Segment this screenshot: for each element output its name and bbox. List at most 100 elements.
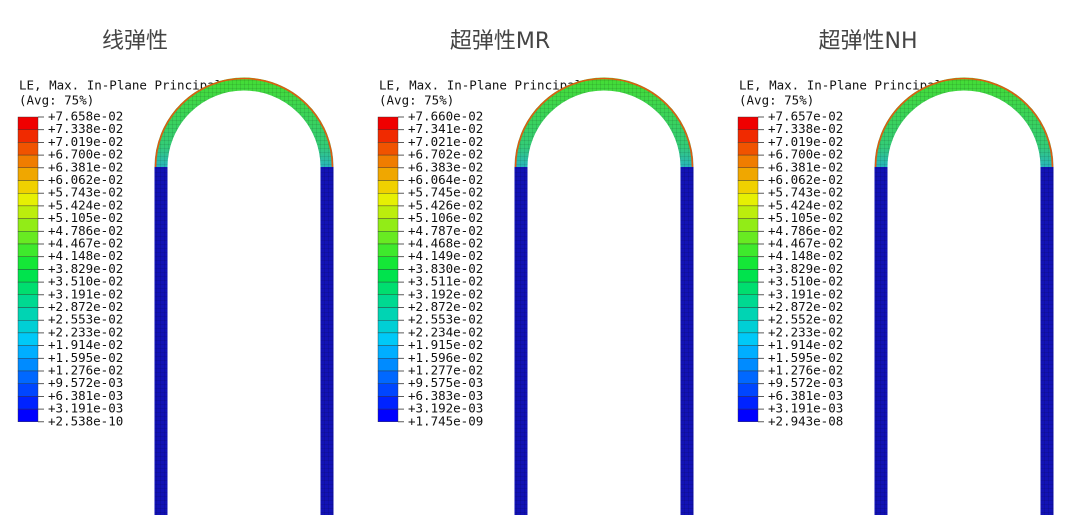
legend-swatch: [737, 192, 759, 207]
legend-label: +2.233e-02: [48, 324, 123, 339]
legend-swatch: [737, 231, 759, 245]
panel-title: 超弹性MR: [450, 29, 550, 54]
legend-swatch: [737, 396, 759, 410]
leg-mesh: [874, 167, 888, 515]
arch-mesh: [874, 77, 1054, 168]
legend-swatch: [377, 345, 399, 359]
legend-swatch: [377, 154, 399, 169]
legend-swatch: [377, 269, 399, 283]
legend-label: +4.148e-02: [48, 248, 123, 263]
leg-mesh: [1040, 167, 1054, 515]
legend-label: +9.572e-03: [48, 375, 123, 390]
legend-label: +7.341e-02: [408, 121, 483, 136]
legend-label: +6.381e-02: [48, 159, 123, 174]
legend-label: +1.596e-02: [408, 350, 483, 365]
legend-swatch: [377, 116, 399, 130]
legend-swatch: [377, 167, 399, 181]
panel: 线弹性 LE, Max. In-Plane Principal(Avg: 75%)…: [17, 29, 334, 515]
legend-swatch: [377, 320, 399, 334]
legend-swatch: [17, 396, 39, 410]
legend-title: LE, Max. In-Plane Principal: [739, 78, 942, 93]
legend-label: +1.595e-02: [48, 350, 123, 365]
panel-title: 超弹性NH: [818, 29, 917, 54]
legend-swatch: [17, 218, 39, 232]
legend-swatch: [17, 345, 39, 359]
legend-label: +5.743e-02: [768, 185, 843, 200]
legend-label: +6.381e-03: [48, 388, 123, 403]
legend-label: +2.553e-02: [408, 312, 483, 327]
legend-swatch: [737, 256, 759, 270]
legend-label: +2.538e-10: [48, 413, 123, 428]
legend-swatch: [737, 345, 759, 359]
legend-label: +7.657e-02: [768, 109, 843, 124]
legend-label: +5.426e-02: [408, 197, 483, 212]
legend-swatch: [377, 205, 399, 219]
leg-mesh: [154, 167, 168, 515]
legend-title: LE, Max. In-Plane Principal: [19, 78, 222, 93]
legend-label: +6.381e-03: [768, 388, 843, 403]
legend-label: +9.572e-03: [768, 375, 843, 390]
legend-swatch: [737, 218, 759, 232]
legend-swatch: [737, 320, 759, 334]
legend-label: +7.658e-02: [48, 109, 123, 124]
legend-swatch: [377, 180, 399, 194]
legend-swatch: [737, 294, 759, 308]
legend-label: +4.468e-02: [408, 236, 483, 251]
arch-outer-edge: [874, 77, 1054, 168]
legend-label: +3.192e-03: [408, 401, 483, 416]
legend-swatch: [17, 307, 39, 321]
legend-swatch: [377, 307, 399, 321]
legend-swatch: [737, 180, 759, 194]
legend-swatch: [377, 243, 399, 257]
legend-swatch: [737, 408, 759, 423]
legend-label: +5.745e-02: [408, 185, 483, 200]
legend-swatch: [17, 231, 39, 245]
legend-label: +2.943e-08: [768, 413, 843, 428]
legend-label: +6.062e-02: [48, 172, 123, 187]
legend-label: +6.700e-02: [48, 147, 123, 162]
legend-label: +7.338e-02: [48, 121, 123, 136]
legend-swatch: [17, 167, 39, 181]
legend-label: +1.745e-09: [408, 413, 483, 428]
legend-swatch: [377, 142, 399, 156]
legend-label: +6.383e-02: [408, 159, 483, 174]
legend-swatch: [737, 358, 759, 372]
arch-outer-edge: [514, 77, 694, 168]
legend-swatch: [17, 192, 39, 207]
legend-label: +1.915e-02: [408, 337, 483, 352]
legend-swatch: [17, 383, 39, 397]
legend-title: LE, Max. In-Plane Principal: [379, 78, 582, 93]
legend-label: +6.062e-02: [768, 172, 843, 187]
legend-label: +7.338e-02: [768, 121, 843, 136]
legend-label: +3.829e-02: [768, 261, 843, 276]
legend-label: +3.510e-02: [48, 274, 123, 289]
legend-swatch: [737, 383, 759, 397]
panel-title: 线弹性: [102, 29, 168, 54]
legend-label: +6.702e-02: [408, 147, 483, 162]
legend-label: +4.148e-02: [768, 248, 843, 263]
legend-label: +3.191e-02: [768, 286, 843, 301]
legend-label: +3.191e-03: [48, 401, 123, 416]
arch-mesh: [154, 77, 334, 168]
legend-label: +2.553e-02: [48, 312, 123, 327]
legend-swatch: [737, 116, 759, 130]
legend-label: +5.105e-02: [48, 210, 123, 225]
arch: [874, 77, 1054, 168]
legend-label: +4.786e-02: [48, 223, 123, 238]
legend-label: +3.829e-02: [48, 261, 123, 276]
legend-swatch: [737, 332, 759, 346]
legend-label: +9.575e-03: [408, 375, 483, 390]
legend-swatch: [17, 332, 39, 346]
leg-mesh: [320, 167, 334, 515]
legend-label: +4.787e-02: [408, 223, 483, 238]
legend-label: +6.381e-02: [768, 159, 843, 174]
legend-swatch: [17, 142, 39, 156]
arch: [154, 77, 334, 168]
legend-swatch: [17, 243, 39, 257]
legend-swatch: [377, 396, 399, 410]
legend-swatch: [737, 307, 759, 321]
legend-swatch: [737, 269, 759, 283]
legend-label: +2.552e-02: [768, 312, 843, 327]
legend-swatch: [17, 129, 39, 143]
